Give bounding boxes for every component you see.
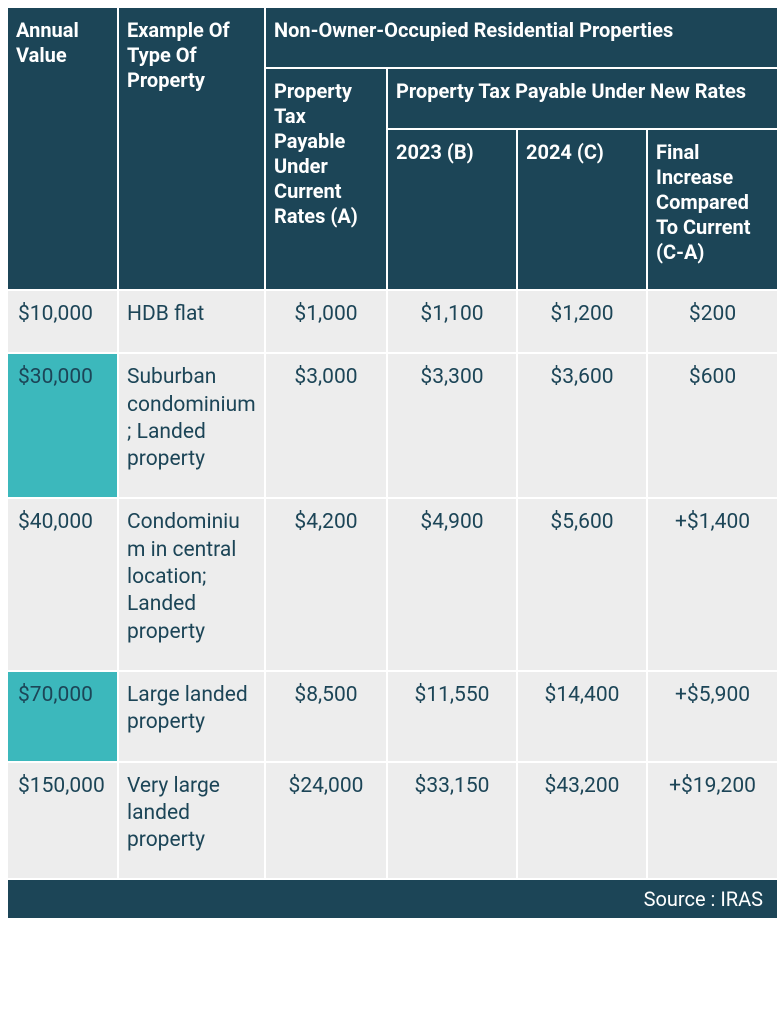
table-row: $40,000Condominium in central location; … [7,498,778,670]
source-cell: Source : IRAS [7,879,778,919]
col-example-type: Example Of Type Of Property [118,7,265,290]
table-header: Annual Value Example Of Type Of Property… [7,7,778,290]
cell-annual-value: $150,000 [7,762,118,880]
cell-a: $3,000 [265,353,387,498]
cell-d: +$1,400 [647,498,778,670]
table-row: $150,000Very large landed property$24,00… [7,762,778,880]
cell-b: $33,150 [387,762,517,880]
col-group-new: Property Tax Payable Under New Rates [387,68,778,129]
cell-d: $200 [647,290,778,353]
cell-b: $1,100 [387,290,517,353]
cell-d: $600 [647,353,778,498]
cell-a: $24,000 [265,762,387,880]
col-final-increase: Final Increase Compared To Current (C-A) [647,129,778,290]
col-2024: 2024 (C) [517,129,647,290]
col-current-rates: Property Tax Payable Under Current Rates… [265,68,387,290]
cell-type: Large landed property [118,671,265,762]
cell-annual-value: $10,000 [7,290,118,353]
table-row: $70,000Large landed property$8,500$11,55… [7,671,778,762]
cell-type: Very large landed property [118,762,265,880]
cell-type: HDB flat [118,290,265,353]
table-footer: Source : IRAS [7,879,778,919]
cell-type: Condominium in central location; Landed … [118,498,265,670]
cell-a: $8,500 [265,671,387,762]
cell-a: $1,000 [265,290,387,353]
cell-annual-value: $40,000 [7,498,118,670]
cell-annual-value: $30,000 [7,353,118,498]
col-2023: 2023 (B) [387,129,517,290]
property-tax-table: Annual Value Example Of Type Of Property… [6,6,779,920]
cell-c: $3,600 [517,353,647,498]
cell-type: Suburban condominium; Landed property [118,353,265,498]
cell-c: $1,200 [517,290,647,353]
cell-b: $3,300 [387,353,517,498]
cell-c: $14,400 [517,671,647,762]
col-annual-value: Annual Value [7,7,118,290]
col-group-noo: Non-Owner-Occupied Residential Propertie… [265,7,778,68]
cell-c: $5,600 [517,498,647,670]
cell-d: +$5,900 [647,671,778,762]
cell-a: $4,200 [265,498,387,670]
table-body: $10,000HDB flat$1,000$1,100$1,200$200$30… [7,290,778,879]
table-row: $30,000Suburban condominium; Landed prop… [7,353,778,498]
cell-annual-value: $70,000 [7,671,118,762]
cell-b: $4,900 [387,498,517,670]
table-row: $10,000HDB flat$1,000$1,100$1,200$200 [7,290,778,353]
cell-b: $11,550 [387,671,517,762]
cell-c: $43,200 [517,762,647,880]
cell-d: +$19,200 [647,762,778,880]
